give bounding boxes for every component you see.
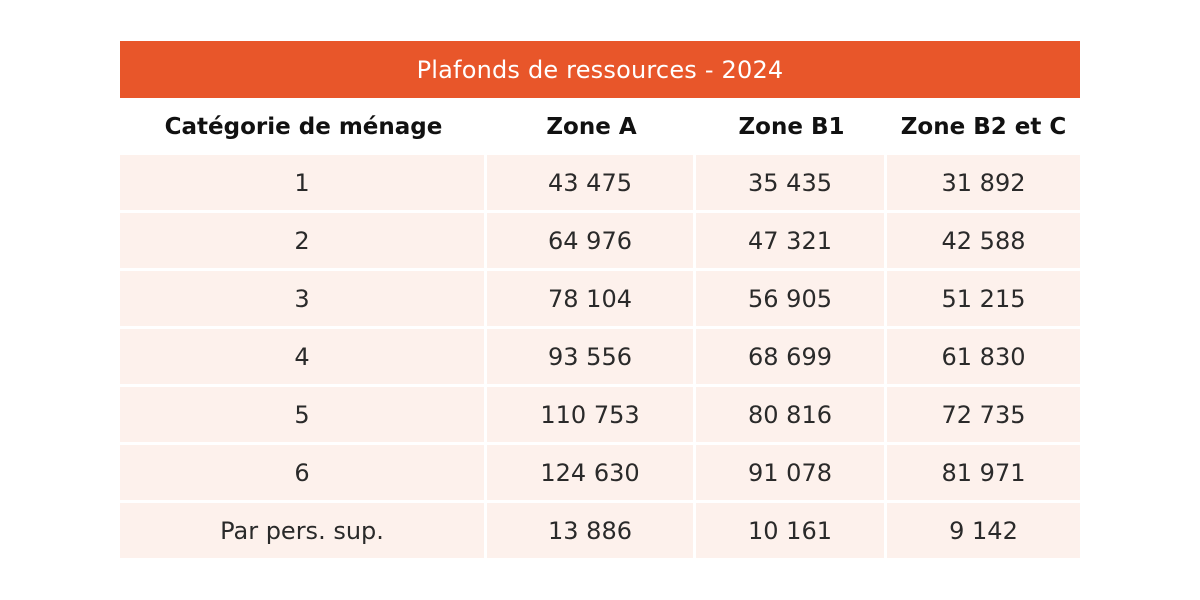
table-cell-category: 6 <box>120 445 487 503</box>
table-cell-category: 1 <box>120 155 487 213</box>
table-cell-zone-b1: 68 699 <box>696 329 887 387</box>
table-cell-zone-a: 13 886 <box>487 503 696 558</box>
table-cell-zone-a: 124 630 <box>487 445 696 503</box>
column-header-zone-a: Zone A <box>546 113 637 140</box>
column-header-zone-b2-c: Zone B2 et C <box>900 113 1067 140</box>
table-cell-zone-b2-c: 9 142 <box>887 503 1080 558</box>
table-cell-zone-b1: 35 435 <box>696 155 887 213</box>
table-cell-zone-b1: 91 078 <box>696 445 887 503</box>
table-cell-zone-b1: 10 161 <box>696 503 887 558</box>
table-cell-zone-a: 93 556 <box>487 329 696 387</box>
table-title: Plafonds de ressources - 2024 <box>120 41 1080 98</box>
table-cell-zone-b2-c: 72 735 <box>887 387 1080 445</box>
resource-ceilings-table: Plafonds de ressources - 2024 Catégorie … <box>120 41 1080 558</box>
table-cell-zone-b2-c: 81 971 <box>887 445 1080 503</box>
table-cell-zone-b2-c: 61 830 <box>887 329 1080 387</box>
table-cell-category: 2 <box>120 213 487 271</box>
table-cell-zone-a: 43 475 <box>487 155 696 213</box>
table-cell-zone-a: 64 976 <box>487 213 696 271</box>
table-cell-zone-b2-c: 42 588 <box>887 213 1080 271</box>
table-cell-category: 5 <box>120 387 487 445</box>
table-cell-category: 3 <box>120 271 487 329</box>
table-cell-zone-b1: 47 321 <box>696 213 887 271</box>
table-cell-category: 4 <box>120 329 487 387</box>
table-cell-zone-b1: 56 905 <box>696 271 887 329</box>
table-cell-zone-b1: 80 816 <box>696 387 887 445</box>
table-grid: Catégorie de ménage Zone A Zone B1 Zone … <box>120 98 1080 558</box>
column-header-zone-b1: Zone B1 <box>738 113 845 140</box>
table-cell-zone-b2-c: 31 892 <box>887 155 1080 213</box>
table-cell-zone-a: 78 104 <box>487 271 696 329</box>
table-cell-zone-b2-c: 51 215 <box>887 271 1080 329</box>
column-header-household-category: Catégorie de ménage <box>164 113 443 140</box>
table-cell-category: Par pers. sup. <box>120 503 487 558</box>
table-cell-zone-a: 110 753 <box>487 387 696 445</box>
